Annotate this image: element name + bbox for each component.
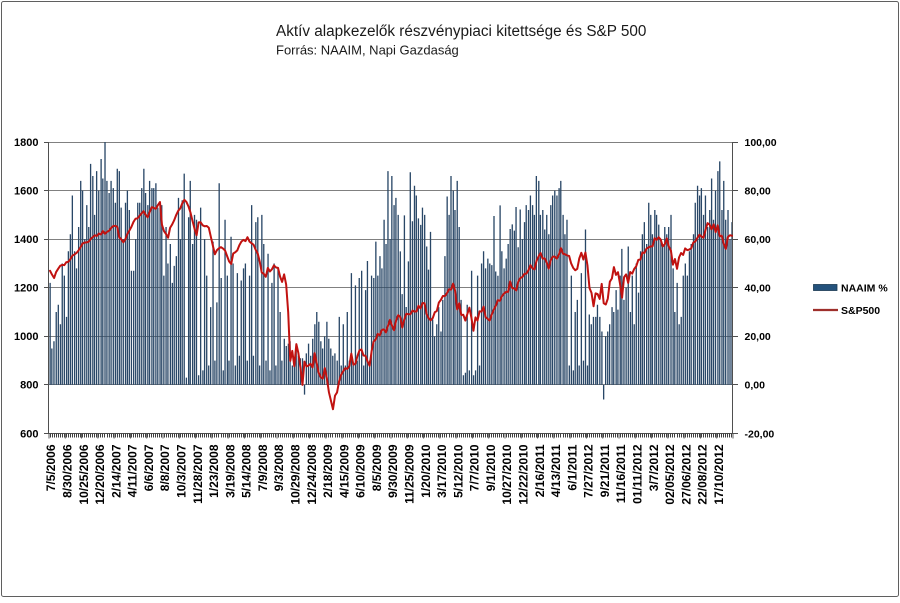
svg-text:3/17/2010: 3/17/2010 [435,444,449,498]
svg-text:8/30/2006: 8/30/2006 [61,444,75,498]
svg-text:Forrás: NAAIM, Napi Gazdaság: Forrás: NAAIM, Napi Gazdaság [276,43,459,58]
svg-text:6/6/2007: 6/6/2007 [142,444,156,491]
svg-text:3/7/2012: 3/7/2012 [647,444,661,491]
svg-text:1/23/2008: 1/23/2008 [207,444,221,498]
svg-text:17/10/2012: 17/10/2012 [712,444,726,504]
svg-text:2/14/2007: 2/14/2007 [109,444,123,498]
svg-text:1/20/2010: 1/20/2010 [419,444,433,498]
svg-text:NAAIM %: NAAIM % [841,283,888,295]
svg-text:11/16/2011: 11/16/2011 [614,444,628,503]
svg-text:7/7/2010: 7/7/2010 [468,444,482,491]
svg-text:100,00: 100,00 [745,137,777,149]
svg-text:20,00: 20,00 [745,331,771,343]
svg-text:2/18/2009: 2/18/2009 [321,444,335,498]
svg-text:10/29/2008: 10/29/2008 [289,444,303,504]
svg-text:S&P500: S&P500 [841,305,880,317]
svg-text:9/30/2009: 9/30/2009 [386,444,400,498]
svg-text:6/1/2011: 6/1/2011 [565,444,579,490]
svg-text:600: 600 [20,428,38,440]
svg-text:40,00: 40,00 [745,283,771,295]
svg-text:5/14/2008: 5/14/2008 [240,444,254,498]
svg-text:7/5/2006: 7/5/2006 [44,444,58,491]
svg-text:3/19/2008: 3/19/2008 [223,444,237,498]
svg-text:80,00: 80,00 [745,185,771,197]
svg-text:10/25/2006: 10/25/2006 [77,444,91,504]
svg-text:12/24/2008: 12/24/2008 [305,444,319,504]
svg-text:02/05/2012: 02/05/2012 [663,444,677,504]
svg-text:-20,00: -20,00 [745,428,775,440]
svg-text:11/25/2009: 11/25/2009 [403,444,417,504]
svg-text:1800: 1800 [14,137,38,149]
svg-text:1400: 1400 [14,234,38,246]
svg-text:6/10/2009: 6/10/2009 [354,444,368,498]
svg-text:1000: 1000 [14,331,38,343]
svg-text:4/13/2011: 4/13/2011 [549,444,563,497]
svg-text:5/12/2010: 5/12/2010 [451,444,465,498]
svg-text:11/28/2007: 11/28/2007 [191,444,205,504]
svg-text:Aktív alapkezelők részvénypiac: Aktív alapkezelők részvénypiaci kitettsé… [276,23,646,40]
svg-text:8/5/2009: 8/5/2009 [370,444,384,491]
svg-text:4/15/2009: 4/15/2009 [337,444,351,498]
svg-text:4/11/2007: 4/11/2007 [126,444,140,497]
svg-text:60,00: 60,00 [745,234,771,246]
svg-text:10/27/2010: 10/27/2010 [500,444,514,504]
svg-text:9/21/2011: 9/21/2011 [598,444,612,497]
svg-text:10/3/2007: 10/3/2007 [175,444,189,498]
svg-text:12/22/2010: 12/22/2010 [517,444,531,504]
svg-text:22/08/2012: 22/08/2012 [696,444,710,504]
svg-text:7/9/2008: 7/9/2008 [256,444,270,491]
svg-text:01/11/2012: 01/11/2012 [631,444,645,504]
svg-text:8/8/2007: 8/8/2007 [158,444,172,491]
svg-text:2/16/2011: 2/16/2011 [533,444,547,497]
svg-text:0,00: 0,00 [745,380,766,392]
svg-text:7/27/2012: 7/27/2012 [582,444,596,498]
svg-text:1600: 1600 [14,185,38,197]
svg-text:27/06/2012: 27/06/2012 [679,444,693,504]
svg-text:9/3/2008: 9/3/2008 [272,444,286,491]
svg-text:12/20/2006: 12/20/2006 [93,444,107,504]
svg-text:1200: 1200 [14,283,38,295]
svg-text:800: 800 [20,380,38,392]
svg-text:9/1/2010: 9/1/2010 [484,444,498,491]
